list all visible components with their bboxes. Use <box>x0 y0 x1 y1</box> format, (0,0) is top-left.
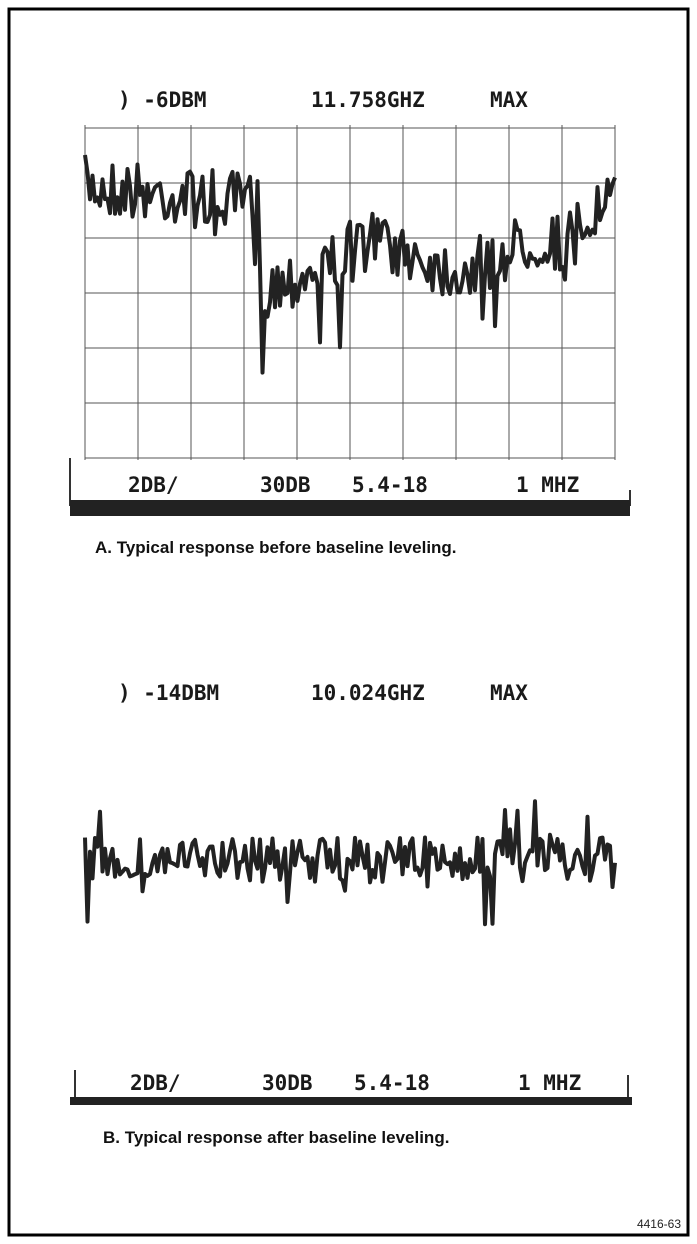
screen-bottom <box>70 1097 632 1105</box>
center-frequency: 11.758GHZ <box>311 88 425 112</box>
resolution: 1 MHZ <box>516 473 579 497</box>
trace <box>83 799 617 927</box>
screen-bottom <box>70 500 630 516</box>
graticule <box>84 125 616 460</box>
band: 5.4-18 <box>352 473 428 497</box>
trace <box>83 154 617 375</box>
scale: 2DB/ <box>128 473 179 497</box>
figure-id: 4416-63 <box>637 1217 681 1231</box>
resolution: 1 MHZ <box>518 1071 581 1095</box>
mode: MAX <box>490 681 528 705</box>
center-frequency: 10.024GHZ <box>311 681 425 705</box>
reference-level: ) -14DBM <box>118 681 219 705</box>
attenuation: 30DB <box>260 473 311 497</box>
caption: B. Typical response after baseline level… <box>103 1128 449 1147</box>
band: 5.4-18 <box>354 1071 430 1095</box>
caption: A. Typical response before baseline leve… <box>95 538 457 557</box>
mode: MAX <box>490 88 528 112</box>
screen-edge <box>74 1070 629 1100</box>
reference-level: ) -6DBM <box>118 88 207 112</box>
scale: 2DB/ <box>130 1071 181 1095</box>
attenuation: 30DB <box>262 1071 313 1095</box>
frame <box>7 7 690 1237</box>
